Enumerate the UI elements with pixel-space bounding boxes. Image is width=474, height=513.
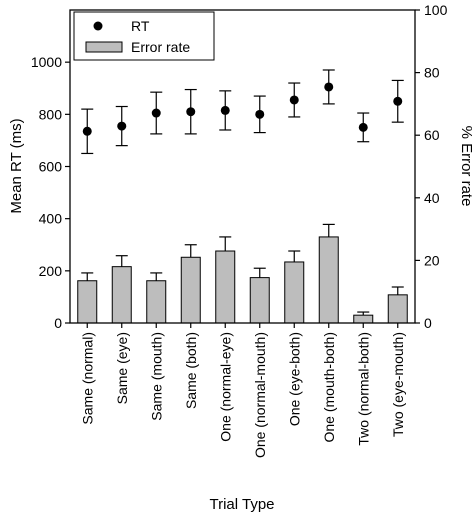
y2-tick-label: 100 (424, 2, 448, 18)
legend-error-rate-swatch (85, 41, 123, 53)
y2-tick-label: 20 (424, 252, 440, 268)
x-tick-label: One (mouth-both) (321, 332, 337, 443)
rt-point (220, 105, 230, 115)
plot-frame (69, 9, 416, 324)
rt-point (117, 121, 127, 131)
x-tick-label: One (normal-eye) (217, 332, 233, 442)
x-tick-label: One (eye-both) (286, 332, 302, 426)
x-tick-label: Same (eye) (114, 332, 130, 404)
legend-rt-label: RT (131, 18, 150, 34)
x-tick-label: Same (mouth) (148, 332, 164, 421)
x-tick-label: Same (normal) (79, 332, 95, 425)
error-rate-bar (215, 250, 236, 324)
rt-point (289, 95, 299, 105)
rt-point (324, 82, 334, 92)
error-rate-bar (387, 294, 408, 324)
rt-point (186, 107, 196, 117)
x-tick-label: Same (both) (183, 332, 199, 409)
y-axis-title: Mean RT (ms) (8, 118, 25, 213)
error-rate-bar (353, 314, 374, 324)
error-rate-bar (249, 277, 270, 324)
x-tick-label: Two (normal-both) (355, 332, 371, 446)
rt-point (393, 96, 403, 106)
error-rate-bars (77, 223, 408, 324)
y-tick-label: 1000 (31, 54, 62, 70)
error-rate-bar (284, 261, 305, 324)
legend-error-rate-label: Error rate (131, 39, 190, 55)
y2-tick-label: 0 (424, 315, 432, 331)
rt-point (151, 108, 161, 118)
rt-point (82, 126, 92, 136)
error-rate-bar (77, 280, 98, 324)
y2-axis-title: % Error rate (458, 126, 474, 207)
axes: 0 200 400 600 800 1000 0 20 40 60 80 100 Same (norma… (31, 2, 448, 458)
rt-point (358, 122, 368, 132)
error-rate-bar (111, 266, 132, 324)
y2-tick-label: 80 (424, 65, 440, 81)
y-tick-label: 200 (39, 263, 63, 279)
legend-rt-marker (93, 21, 103, 31)
rt-points (81, 69, 404, 155)
x-axis-title: Trial Type (209, 496, 274, 513)
rt-point (255, 109, 265, 119)
error-rate-bar (180, 256, 201, 324)
y2-tick-label: 60 (424, 127, 440, 143)
y2-tick-label: 40 (424, 190, 440, 206)
y-tick-label: 400 (39, 211, 63, 227)
x-tick-label: Two (eye-mouth) (390, 332, 406, 437)
y-tick-label: 600 (39, 159, 63, 175)
error-rate-bar (318, 236, 339, 324)
legend: RT Error rate (73, 11, 215, 61)
error-rate-bar (146, 280, 167, 324)
y-tick-label: 800 (39, 106, 63, 122)
y-tick-label: 0 (54, 315, 62, 331)
x-tick-label: One (normal-mouth) (252, 332, 268, 458)
